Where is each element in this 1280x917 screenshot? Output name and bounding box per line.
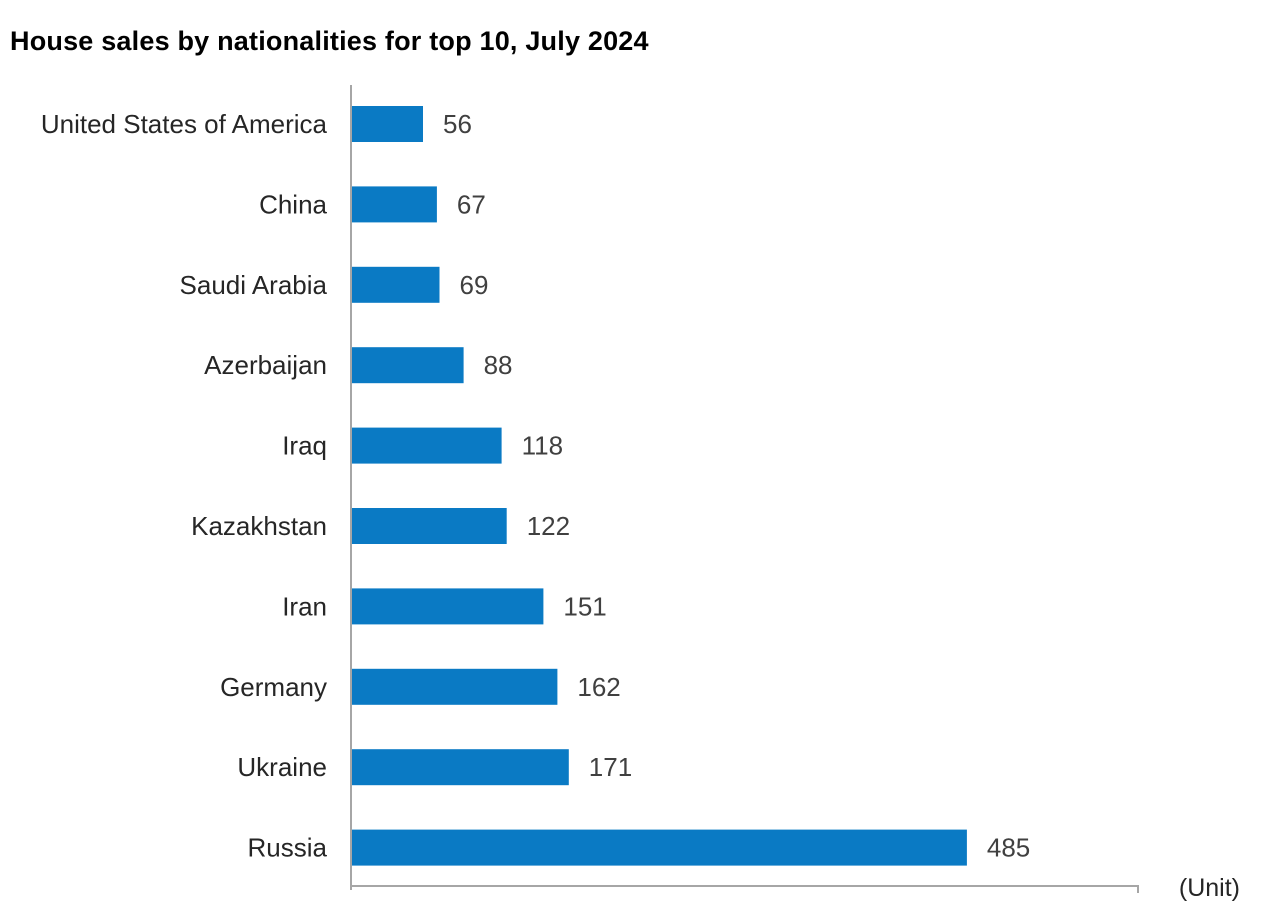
data-label: 67 — [457, 189, 486, 219]
data-label: 56 — [443, 109, 472, 139]
data-label: 122 — [527, 511, 570, 541]
bar-iran — [352, 588, 544, 625]
category-label: United States of America — [41, 109, 328, 139]
category-label: Azerbaijan — [204, 350, 327, 380]
bar-azerbaijan — [352, 347, 464, 384]
x-axis-line — [351, 885, 1139, 893]
category-label: Iraq — [282, 431, 327, 461]
data-label: 118 — [522, 431, 563, 461]
bar-germany — [352, 668, 558, 705]
bar-saudi-arabia — [352, 266, 440, 303]
category-label: Saudi Arabia — [180, 270, 328, 300]
data-label: 162 — [577, 672, 620, 702]
category-label: Ukraine — [237, 752, 327, 782]
bar-iraq — [352, 427, 502, 464]
category-label: Iran — [282, 591, 327, 621]
category-label: Germany — [220, 672, 327, 702]
bars-group: United States of America 56 China 67 Saudi A… — [41, 106, 1030, 866]
bar-ukraine — [352, 749, 569, 786]
bar-kazakhstan — [352, 508, 507, 544]
data-label: 69 — [460, 270, 489, 300]
bar-russia — [352, 829, 967, 866]
bar-united-states-of-america — [352, 106, 423, 142]
data-label: 88 — [484, 350, 513, 380]
data-label: 171 — [589, 752, 632, 782]
chart-title: House sales by nationalities for top 10,… — [10, 26, 649, 56]
unit-label: (Unit) — [1179, 874, 1240, 902]
bar-china — [352, 186, 437, 223]
category-label: Russia — [248, 833, 328, 863]
category-label: China — [259, 189, 327, 219]
data-label: 485 — [987, 833, 1030, 863]
data-label: 151 — [563, 591, 606, 621]
category-label: Kazakhstan — [191, 511, 327, 541]
